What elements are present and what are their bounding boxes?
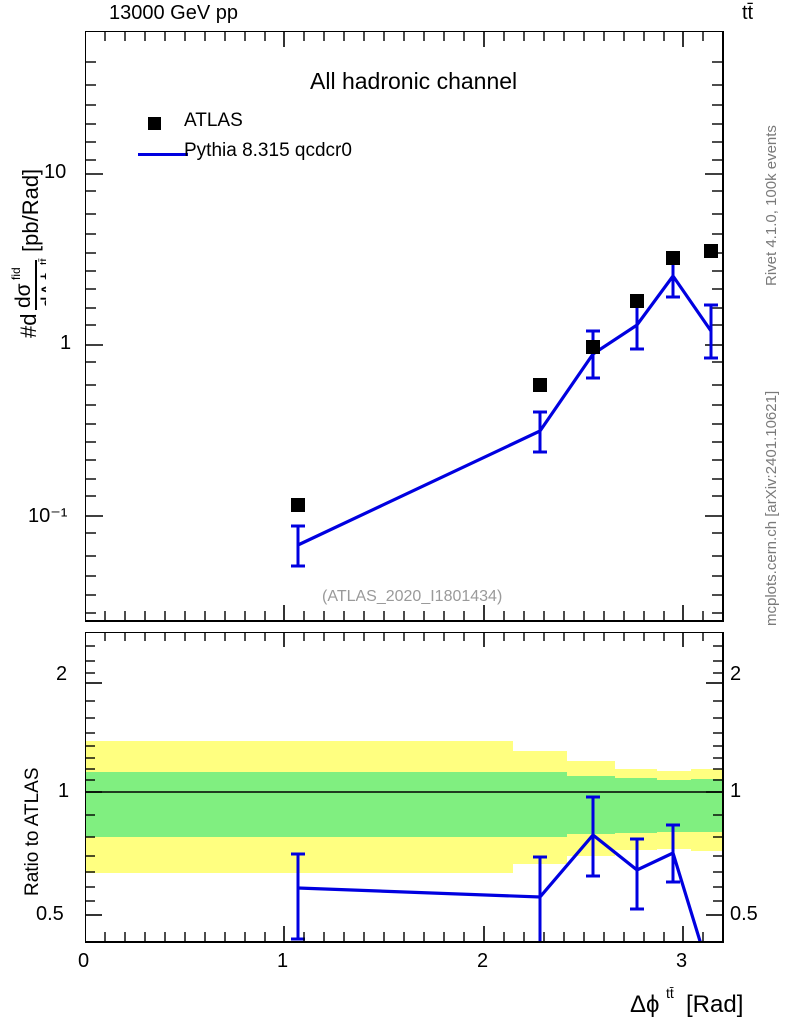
main-ylabel-units: [pb/Rad]	[18, 169, 43, 252]
xaxis-label-sup: tt̄	[666, 985, 674, 1001]
main-ytick-10: 10	[44, 161, 67, 183]
ratio-ytick-right-1: 1	[730, 780, 742, 802]
xtick-1: 1	[277, 950, 289, 972]
ratio-ylabel-text: Ratio to ATLAS	[22, 768, 43, 897]
legend-entry-atlas[interactable]: ATLAS	[148, 110, 408, 140]
ratio-ytick-right-2: 2	[730, 663, 742, 685]
ratio-errorbars	[291, 795, 680, 941]
header-process-text: tt̄	[742, 2, 754, 24]
main-ytick-0.1: 10⁻¹	[28, 505, 68, 527]
legend-label-pythia: Pythia 8.315 qcdcr0	[184, 140, 352, 161]
square-marker-icon	[148, 117, 161, 130]
main-ylabel: #d dσ fid dΔϕ tt̄ [pb/Rad]	[2, 38, 46, 598]
ratio-ytick-right-0.5: 0.5	[730, 903, 758, 925]
atlas-marker	[704, 244, 718, 258]
main-panel-title: All hadronic channel	[310, 68, 518, 94]
atlas-marker	[630, 294, 644, 308]
pythia-line	[297, 273, 713, 547]
atlas-marker	[533, 378, 547, 392]
ratio-ytick-0.5: 0.5	[36, 903, 64, 925]
legend-label-atlas: ATLAS	[184, 110, 243, 131]
side-note-rivet-text: Rivet 4.1.0, 100k events	[763, 125, 780, 286]
pythia-curve-group	[291, 255, 718, 568]
ratio-curve-group	[291, 795, 702, 941]
header-beam-label: 13000 GeV pp	[109, 2, 238, 24]
main-left-yticks	[86, 61, 103, 614]
ratio-bottom-ticks	[104, 926, 704, 941]
line-marker-icon	[138, 153, 188, 156]
xaxis-label-main: Δϕ	[630, 991, 659, 1018]
main-ylabel-numerator-sup: fid	[9, 267, 23, 280]
xaxis-label-units: [Rad]	[686, 991, 743, 1018]
uncertainty-band-inner	[86, 772, 722, 837]
main-ylabel-prefix: #d	[16, 314, 41, 338]
xtick-0: 0	[78, 950, 90, 972]
main-ytick-1: 1	[60, 332, 72, 354]
header-process-label: tt̄	[742, 2, 753, 25]
main-ylabel-denominator: dΔϕ	[38, 271, 46, 308]
ratio-line	[297, 832, 702, 941]
ratio-ytick-2: 2	[56, 663, 68, 685]
ratio-ylabel: Ratio to ATLAS	[14, 690, 48, 900]
main-ylabel-numerator: dσ	[12, 283, 35, 308]
legend: ATLAS Pythia 8.315 qcdcr0	[138, 110, 408, 170]
atlas-markers	[291, 244, 718, 512]
side-note-mcplots-text: mcplots.cern.ch [arXiv:2401.10621]	[763, 391, 780, 626]
ratio-right-yticks	[706, 645, 722, 916]
main-top-ticks	[104, 32, 704, 47]
main-plot-area	[85, 31, 724, 622]
ratio-ytick-1: 1	[58, 780, 70, 802]
xaxis-label: Δϕ tt̄ [Rad]	[630, 984, 780, 1022]
ratio-left-yticks	[86, 645, 102, 916]
atlas-marker	[666, 251, 680, 265]
main-frame	[85, 31, 724, 622]
ratio-frame	[85, 632, 724, 943]
xtick-3: 3	[676, 950, 688, 972]
xtick-2: 2	[477, 950, 489, 972]
atlas-marker	[291, 498, 305, 512]
main-bottom-ticks	[104, 605, 704, 620]
atlas-marker	[586, 340, 600, 354]
analysis-watermark: (ATLAS_2020_I1801434)	[322, 588, 503, 605]
side-note-mcplots: mcplots.cern.ch [arXiv:2401.10621]	[752, 320, 786, 630]
main-right-yticks	[705, 61, 722, 614]
legend-entry-pythia[interactable]: Pythia 8.315 qcdcr0	[138, 140, 408, 170]
side-note-rivet: Rivet 4.1.0, 100k events	[752, 40, 786, 290]
ratio-top-ticks	[104, 633, 704, 647]
main-ylabel-denominator-sup: tt̄	[37, 258, 46, 265]
ratio-plot-area	[85, 632, 724, 943]
ratio-bands	[86, 741, 722, 873]
